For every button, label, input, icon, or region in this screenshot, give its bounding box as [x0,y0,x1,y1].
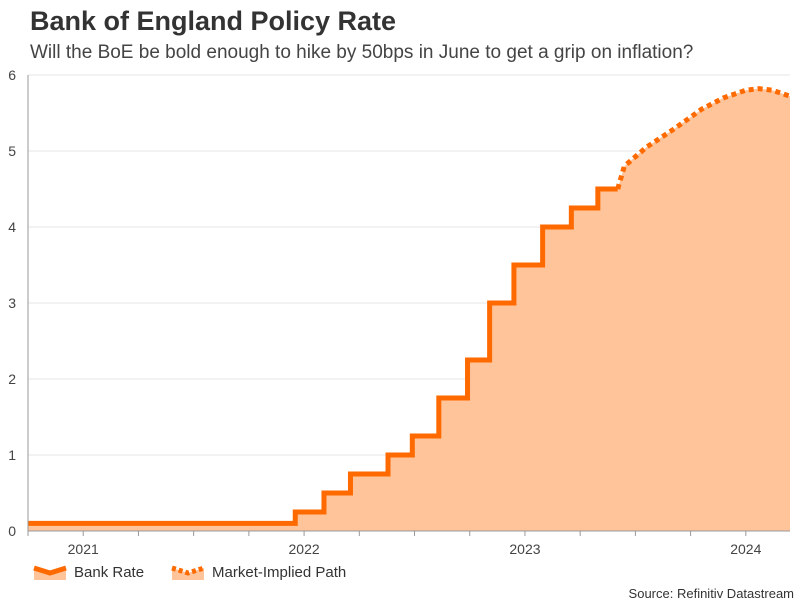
y-tick-label: 6 [8,67,16,83]
y-tick-label: 1 [8,447,16,463]
area-fill [28,88,790,532]
series-line-market-path [615,86,791,190]
y-tick-label: 0 [8,523,16,539]
series-line-bank-rate [28,186,618,526]
chart-title: Bank of England Policy Rate [30,6,397,36]
legend-label-market-path: Market-Implied Path [212,563,347,581]
legend-swatch-dotted [171,565,205,580]
x-tick-label: 2024 [730,541,761,557]
y-tick-label: 5 [8,143,16,159]
x-tick-label: 2022 [289,541,320,557]
legend-item-bank-rate: Bank Rate [30,562,144,582]
x-tick-label: 2023 [509,541,540,557]
y-tick-label: 4 [8,219,16,235]
chart-subtitle: Will the BoE be bold enough to hike by 5… [30,42,694,63]
legend-swatch-solid [33,565,67,580]
source-note: Source: Refinitiv Datastream [628,586,794,601]
chart-plot: 0 1 2 3 4 5 6 2021 2022 2023 2024 [8,67,791,557]
y-tick-label: 3 [8,295,16,311]
legend-item-market-path: Market-Implied Path [168,562,346,582]
legend-label-bank-rate: Bank Rate [74,563,145,581]
chart-legend: Bank Rate Market-Implied Path [30,562,370,582]
y-tick-label: 2 [8,371,16,387]
x-tick-label: 2021 [68,541,99,557]
